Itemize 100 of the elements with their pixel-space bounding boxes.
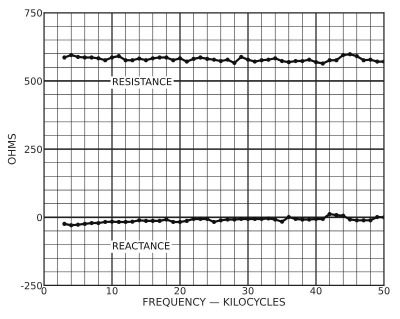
point (294, 58, 298, 64)
point (348, 52, 352, 56)
point (82, 55, 87, 60)
point (334, 58, 338, 62)
point (192, 216, 196, 222)
point (62, 55, 66, 60)
point (205, 216, 210, 222)
point (334, 213, 338, 218)
point (314, 60, 318, 64)
point (280, 58, 284, 64)
point (260, 58, 264, 62)
x-tick-label: 10 (106, 287, 118, 294)
point (320, 216, 325, 222)
point (252, 60, 257, 64)
x-tick-label: 40 (310, 287, 322, 294)
point (226, 58, 230, 62)
point (239, 216, 244, 222)
point (286, 214, 291, 220)
x-tick-label: 50 (378, 287, 390, 294)
point (320, 61, 325, 66)
point (314, 216, 318, 222)
point (362, 218, 366, 222)
series-label: REACTANCE (112, 242, 170, 250)
point (69, 52, 74, 58)
y-tick-label: 500 (24, 77, 42, 85)
point (252, 216, 257, 222)
point (300, 217, 304, 222)
point (76, 222, 80, 227)
point (103, 58, 108, 62)
point (307, 58, 312, 62)
y-tick-label: 750 (24, 9, 42, 17)
point (294, 216, 298, 222)
point (218, 218, 223, 222)
point (198, 55, 202, 60)
point (341, 52, 346, 58)
point (82, 222, 87, 226)
point (124, 220, 128, 224)
series-label: RESISTANCE (112, 78, 172, 86)
point (212, 58, 216, 62)
y-axis-title: OHMS (8, 134, 16, 164)
point (178, 220, 182, 224)
point (286, 60, 291, 64)
point (300, 58, 304, 64)
point (362, 58, 366, 62)
point (90, 55, 94, 60)
point (354, 54, 359, 58)
point (198, 216, 202, 222)
point (164, 217, 168, 222)
point (218, 58, 223, 64)
point (184, 218, 189, 223)
point (354, 218, 359, 222)
point (76, 54, 80, 60)
point (205, 56, 210, 61)
point (124, 58, 128, 62)
point (368, 218, 372, 222)
point (137, 218, 142, 222)
point (348, 217, 352, 222)
point (226, 217, 230, 222)
point (341, 214, 346, 218)
point (273, 56, 278, 60)
y-tick-label: -250 (21, 282, 42, 290)
point (192, 56, 196, 61)
point (110, 55, 114, 60)
x-tick-label: 30 (242, 287, 254, 294)
point (328, 58, 332, 62)
point (280, 220, 284, 224)
x-axis-title: FREQUENCY — KILOCYCLES (143, 298, 286, 307)
point (130, 220, 134, 224)
point (266, 58, 270, 62)
point (328, 212, 332, 216)
point (116, 220, 121, 224)
point (266, 216, 270, 220)
point (158, 55, 162, 60)
point (90, 220, 94, 226)
y-tick-label: 250 (24, 146, 42, 153)
point (307, 217, 312, 222)
point (62, 222, 66, 226)
point (375, 214, 380, 220)
point (144, 58, 148, 62)
point (164, 55, 168, 60)
point (232, 217, 236, 222)
y-tick-label: 0 (37, 214, 42, 222)
point (375, 60, 380, 64)
point (171, 58, 176, 62)
point (103, 220, 108, 224)
point (96, 56, 100, 60)
point (150, 218, 155, 223)
point (116, 54, 121, 58)
point (212, 220, 216, 224)
point (273, 217, 278, 222)
x-tick-label: 20 (174, 287, 186, 294)
point (137, 56, 142, 61)
point (246, 216, 250, 222)
point (150, 56, 155, 60)
point (130, 58, 134, 62)
point (178, 56, 182, 60)
point (69, 223, 74, 228)
point (144, 218, 148, 223)
point (368, 58, 372, 62)
point (184, 60, 189, 64)
